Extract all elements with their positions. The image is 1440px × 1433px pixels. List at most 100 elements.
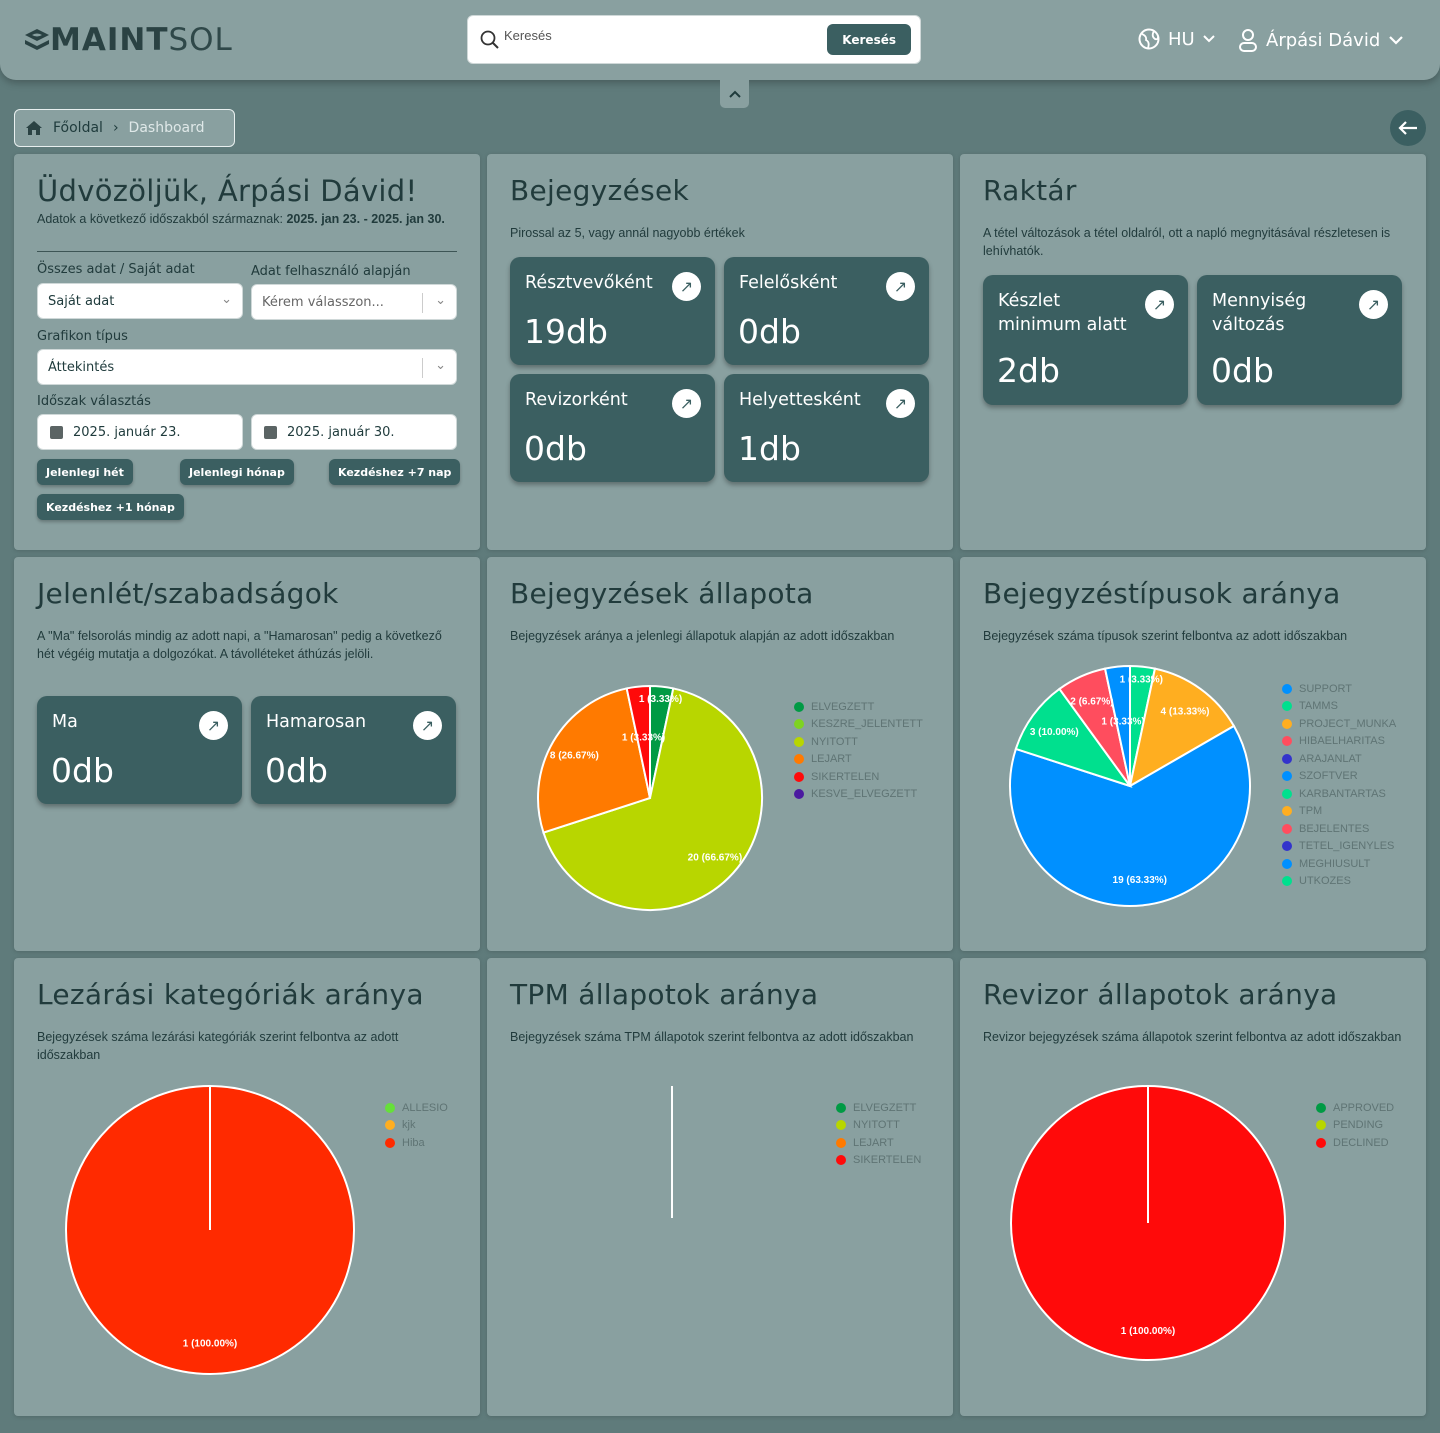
legend-item[interactable]: KESZRE_JELENTETT [794, 716, 923, 734]
pie-slice-sikertelen[interactable] [625, 684, 651, 799]
user-icon [1239, 29, 1257, 52]
legend-item[interactable]: SZOFTVER [1282, 768, 1396, 786]
date-to-input[interactable]: 2025. január 30. [251, 414, 457, 450]
calendar-icon [50, 425, 63, 439]
legend-item[interactable]: ALLESIO [385, 1099, 448, 1117]
arrow-up-right-icon[interactable]: ↗ [413, 711, 442, 740]
arrow-up-right-icon[interactable]: ↗ [1145, 290, 1174, 319]
data-scope-select[interactable]: Saját adat ⌄ [37, 283, 243, 319]
legend-item[interactable]: HIBAELHARITAS [1282, 733, 1396, 751]
legend-dot [794, 789, 804, 800]
legend-label: HIBAELHARITAS [1299, 735, 1385, 748]
stat-card-reviewer[interactable]: Revizorként 0db ↗ [510, 374, 715, 482]
stat-card-responsible[interactable]: Felelősként 0db ↗ [724, 257, 929, 365]
legend-item[interactable]: MEGHIUSULT [1282, 855, 1396, 873]
legend-item[interactable]: NYITOTT [794, 733, 923, 751]
legend-item[interactable]: ARAJANLAT [1282, 750, 1396, 768]
stat-card-quantity-change[interactable]: Mennyiség változás 0db ↗ [1197, 275, 1402, 405]
pie-slice-declined[interactable] [1010, 1085, 1286, 1361]
arrow-up-right-icon[interactable]: ↗ [672, 389, 701, 418]
stat-card-stock-below-min[interactable]: Készlet minimum alatt 2db ↗ [983, 275, 1188, 405]
legend-item[interactable]: NYITOTT [836, 1117, 921, 1135]
pie-slice-project_munka[interactable] [1128, 667, 1236, 788]
back-button[interactable] [1390, 110, 1426, 146]
start-plus-1-month-button[interactable]: Kezdéshez +1 hónap [37, 494, 184, 520]
current-month-button[interactable]: Jelenlegi hónap [180, 459, 294, 485]
legend-label: BEJELENTES [1299, 822, 1370, 835]
pie-slice-karbantartas[interactable] [1014, 687, 1133, 788]
arrow-up-right-icon[interactable]: ↗ [886, 389, 915, 418]
pie-slice-meghiusult[interactable] [1103, 664, 1131, 787]
pie-slice-nyitott[interactable] [542, 687, 763, 911]
legend-item[interactable]: kjk [385, 1117, 448, 1135]
legend-item[interactable]: TETEL_IGENYLES [1282, 838, 1396, 856]
legend-item[interactable]: UTKOZES [1282, 873, 1396, 891]
stat-card-today[interactable]: Ma 0db ↗ [37, 696, 242, 804]
stat-card-soon[interactable]: Hamarosan 0db ↗ [251, 696, 456, 804]
arrow-up-right-icon[interactable]: ↗ [199, 711, 228, 740]
card-value: 0db [524, 429, 587, 468]
legend-label: ELVEGZETT [853, 1101, 917, 1114]
legend-item[interactable]: SIKERTELEN [794, 768, 923, 786]
legend-item[interactable]: PROJECT_MUNKA [1282, 715, 1396, 733]
legend-dot [794, 701, 804, 712]
arrow-up-right-icon[interactable]: ↗ [886, 272, 915, 301]
collapse-header-button[interactable] [720, 80, 749, 108]
search-button[interactable]: Keresés [827, 24, 911, 55]
chart-type-select[interactable]: Áttekintés ⌄ [37, 349, 457, 385]
search-input[interactable] [504, 28, 784, 43]
user-filter-placeholder: Kérem válasszon... [262, 294, 384, 310]
legend-label: TAMMS [1299, 700, 1338, 713]
arrow-up-right-icon[interactable]: ↗ [672, 272, 701, 301]
legend-label: Hiba [402, 1136, 425, 1149]
legend-dot [1316, 1102, 1326, 1113]
pie-slice-hiba[interactable] [65, 1085, 355, 1375]
home-icon[interactable] [25, 120, 43, 136]
legend-item[interactable]: BEJELENTES [1282, 820, 1396, 838]
legend-item[interactable]: ELVEGZETT [794, 698, 923, 716]
legend-item[interactable]: TAMMS [1282, 698, 1396, 716]
stat-card-participant[interactable]: Résztvevőként 19db ↗ [510, 257, 715, 365]
legend-item[interactable]: LEJART [794, 751, 923, 769]
legend-item[interactable]: SUPPORT [1282, 680, 1396, 698]
panel-title: Lezárási kategóriák aránya [37, 978, 424, 1011]
user-menu[interactable]: Árpási Dávid [1238, 28, 1404, 52]
legend-dot [836, 1102, 846, 1113]
arrow-up-right-icon[interactable]: ↗ [1359, 290, 1388, 319]
legend-item[interactable]: LEJART [836, 1134, 921, 1152]
pie-slice-lejart[interactable] [537, 687, 652, 834]
chevron-down-icon [1203, 35, 1215, 43]
logo[interactable]: MAINT SOL [24, 22, 233, 58]
user-filter-select[interactable]: Kérem válasszon... ⌄ [251, 284, 457, 320]
chart-legend: APPROVED PENDING DECLINED [1316, 1099, 1394, 1152]
legend-item[interactable]: KARBANTARTAS [1282, 785, 1396, 803]
legend-item[interactable]: DECLINED [1316, 1134, 1394, 1152]
chart-legend: SUPPORT TAMMS PROJECT_MUNKA HIBAELHARITAS AR… [1282, 680, 1396, 890]
legend-item[interactable]: TPM [1282, 803, 1396, 821]
legend-item[interactable]: APPROVED [1316, 1099, 1394, 1117]
pie-slice-szoftver[interactable] [1009, 724, 1251, 907]
language-selector[interactable]: HU [1138, 28, 1215, 50]
closing-category-panel: Lezárási kategóriák aránya Bejegyzések s… [14, 958, 480, 1416]
chevron-down-icon [1389, 36, 1404, 45]
date-from-input[interactable]: 2025. január 23. [37, 414, 243, 450]
data-label: 1 (100.00%) [1121, 1326, 1175, 1337]
legend-item[interactable]: Hiba [385, 1134, 448, 1152]
stat-card-substitute[interactable]: Helyettesként 1db ↗ [724, 374, 929, 482]
legend-item[interactable]: ELVEGZETT [836, 1099, 921, 1117]
legend-dot [836, 1155, 846, 1166]
legend-item[interactable]: SIKERTELEN [836, 1152, 921, 1170]
legend-item[interactable]: KESVE_ELVEGZETT [794, 786, 923, 804]
data-label: 1 (3.33%) [622, 733, 665, 744]
period-label: Időszak választás [37, 394, 151, 409]
chevron-down-icon: ⌄ [221, 292, 232, 307]
legend-dot [1282, 771, 1292, 782]
panel-subtitle: Bejegyzések aránya a jelenlegi állapotuk… [510, 629, 895, 643]
pie-chart: 1 (3.33%) 20 (66.67%) 8 (26.67%) 1 (3.33%) [537, 684, 763, 911]
current-week-button[interactable]: Jelenlegi hét [37, 459, 133, 485]
legend-item[interactable]: PENDING [1316, 1117, 1394, 1135]
breadcrumb-home[interactable]: Főoldal [53, 120, 103, 136]
legend-label: TPM [1299, 805, 1323, 818]
panel-title: TPM állapotok aránya [510, 978, 819, 1011]
start-plus-7-days-button[interactable]: Kezdéshez +7 nap [329, 459, 461, 485]
